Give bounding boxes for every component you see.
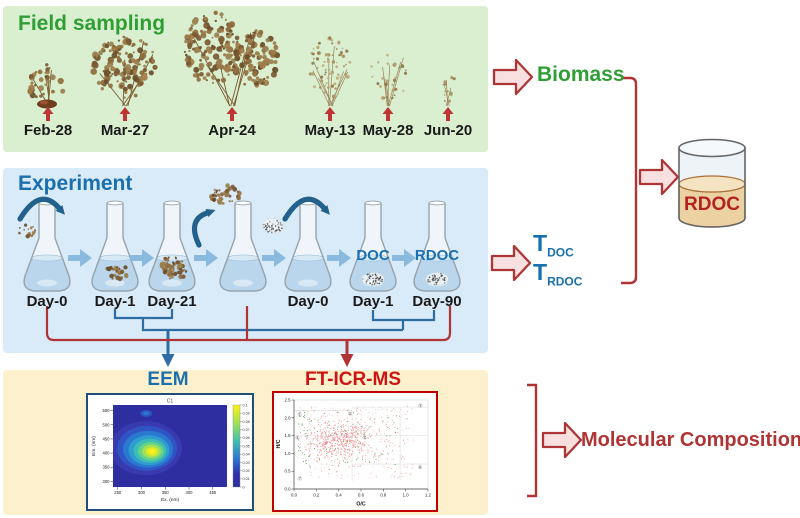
svg-text:2.5: 2.5 xyxy=(285,398,292,403)
biomass-label: Biomass xyxy=(537,63,625,86)
sample-date-label: May-13 xyxy=(304,122,356,139)
flask-tag-label: DOC xyxy=(356,247,390,264)
t-rdoc-sub: RDOC xyxy=(547,274,583,289)
svg-text:0.02: 0.02 xyxy=(243,469,250,473)
svg-text:250: 250 xyxy=(114,490,122,495)
svg-text:0.2: 0.2 xyxy=(313,493,320,498)
svg-text:C1: C1 xyxy=(167,399,174,405)
svg-text:550: 550 xyxy=(103,408,111,413)
experiment-title: Experiment xyxy=(18,172,133,195)
fticr-chart: 0.0 0.2 0.4 0.6 0.8 1.0 1.2 0.0 0.5 1.0 1.5 2.0 2.5 O… xyxy=(272,391,438,512)
svg-text:0.09: 0.09 xyxy=(243,412,250,416)
svg-text:②: ② xyxy=(348,412,353,418)
flask-tag-label: RDOC xyxy=(414,247,460,264)
flask-day-label: Day-21 xyxy=(147,293,197,310)
sample-date-label: May-28 xyxy=(362,122,414,139)
svg-text:0.01: 0.01 xyxy=(243,477,250,481)
flask-day-label: Day-0 xyxy=(26,293,68,310)
fticr-chart-title: FT-ICR-MS xyxy=(304,369,402,390)
svg-text:350: 350 xyxy=(103,465,111,470)
rdoc-block-arrow-icon xyxy=(638,158,680,196)
svg-text:O/C: O/C xyxy=(356,502,365,508)
t-doc-sub: DOC xyxy=(547,245,574,260)
svg-text:0.5: 0.5 xyxy=(285,469,292,474)
t-rdoc-base: T xyxy=(533,259,548,285)
svg-text:1.0: 1.0 xyxy=(285,451,292,456)
svg-text:①: ① xyxy=(297,412,302,418)
svg-text:0.05: 0.05 xyxy=(243,444,250,448)
fticr-down-arrow-icon xyxy=(340,354,354,367)
svg-text:2.0: 2.0 xyxy=(285,415,292,420)
svg-text:⑦: ⑦ xyxy=(297,477,302,483)
flask-day-label: Day-1 xyxy=(352,293,394,310)
eem-chart: C1 250 300 350 400 450 300 350 400 450 500 550 Ex. (… xyxy=(86,393,254,511)
sample-date-label: Jun-20 xyxy=(423,122,473,139)
svg-text:300: 300 xyxy=(103,479,111,484)
svg-text:300: 300 xyxy=(138,490,146,495)
svg-text:0: 0 xyxy=(243,485,245,489)
svg-text:500: 500 xyxy=(103,422,111,427)
molecular-gather-bracket xyxy=(527,383,538,498)
t-doc-label: TDOC xyxy=(533,232,574,259)
svg-text:400: 400 xyxy=(103,451,111,456)
svg-text:④: ④ xyxy=(295,436,300,442)
svg-text:⑥: ⑥ xyxy=(418,465,423,471)
svg-text:0.0: 0.0 xyxy=(285,487,292,492)
svg-text:H/C: H/C xyxy=(276,439,282,448)
svg-text:1.5: 1.5 xyxy=(285,433,292,438)
flask-day-label: Day-90 xyxy=(412,293,462,310)
rdoc-gather-bracket xyxy=(621,76,638,285)
svg-text:0.06: 0.06 xyxy=(243,436,250,440)
svg-text:0.07: 0.07 xyxy=(243,428,250,432)
flask-day-label: Day-0 xyxy=(287,293,329,310)
t-doc-base: T xyxy=(533,230,548,256)
svg-text:⑤: ⑤ xyxy=(362,436,367,442)
svg-text:③: ③ xyxy=(418,404,423,410)
svg-text:0.4: 0.4 xyxy=(336,493,343,498)
biomass-block-arrow-icon xyxy=(492,58,534,96)
eem-chart-title: EEM xyxy=(147,369,189,390)
sample-date-label: Apr-24 xyxy=(208,122,256,139)
svg-text:1.0: 1.0 xyxy=(403,493,410,498)
svg-text:350: 350 xyxy=(162,490,170,495)
svg-text:450: 450 xyxy=(209,490,217,495)
t-rdoc-label: TRDOC xyxy=(533,261,582,288)
flask-day-label: Day-1 xyxy=(94,293,136,310)
eem-down-arrow-icon xyxy=(161,354,175,367)
svg-text:0.8: 0.8 xyxy=(380,493,387,498)
svg-text:0.08: 0.08 xyxy=(243,420,250,424)
molecular-block-arrow-icon xyxy=(541,421,583,459)
field-sampling-title: Field sampling xyxy=(18,12,166,35)
svg-text:1.2: 1.2 xyxy=(425,493,432,498)
tdoc-block-arrow-icon xyxy=(490,244,532,282)
svg-text:0.03: 0.03 xyxy=(243,461,250,465)
molecular-composition-label: Molecular Composition xyxy=(581,429,800,451)
svg-text:0.04: 0.04 xyxy=(243,453,250,457)
svg-text:Ex. (nm): Ex. (nm) xyxy=(161,497,180,503)
sample-date-label: Feb-28 xyxy=(23,122,73,139)
svg-text:0.6: 0.6 xyxy=(358,493,365,498)
svg-text:400: 400 xyxy=(186,490,194,495)
svg-text:450: 450 xyxy=(103,436,111,441)
svg-text:0.0: 0.0 xyxy=(291,493,298,498)
beaker-rdoc-label: RDOC xyxy=(684,194,740,215)
sample-date-label: Mar-27 xyxy=(100,122,150,139)
svg-text:Em. (nm): Em. (nm) xyxy=(91,436,97,456)
svg-text:0.1: 0.1 xyxy=(243,403,248,407)
